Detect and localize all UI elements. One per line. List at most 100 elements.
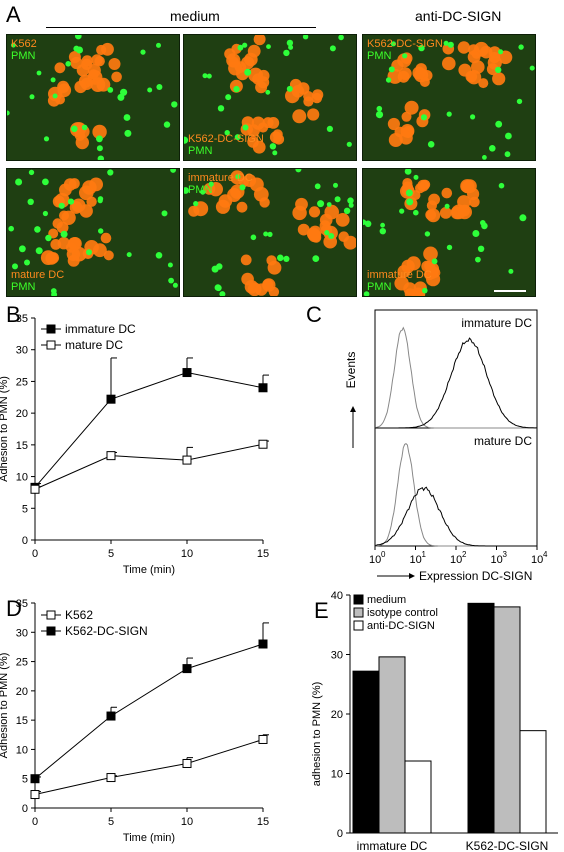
panel-e-letter: E [314,598,329,623]
micrograph-2: K562-DC-SIGN PMN [183,34,357,161]
control-curve-immature [374,326,537,429]
green-cell [170,169,176,173]
orange-cell [466,70,482,85]
green-cell [380,222,385,228]
orange-cell [412,66,426,80]
micrograph-1: K562 PMN [6,34,180,161]
micrograph-label-pmn: PMN [188,145,213,157]
y-tick-label: 20 [16,686,28,698]
green-cell [244,68,252,76]
data-point [258,439,268,449]
green-cell [283,255,290,262]
green-cell [529,65,535,71]
bar [404,760,432,834]
medium-header: medium [170,8,220,24]
green-cell [217,105,225,112]
green-cell [505,132,512,140]
x-tick-label: 0 [32,816,38,828]
orange-cell [68,51,81,63]
scale-bar [494,290,526,292]
x-tick-label: 10 [450,554,462,566]
orange-cell [215,199,231,214]
green-cell [385,77,392,83]
green-cell [420,114,428,121]
green-cell [495,120,503,128]
orange-cell [338,231,350,242]
green-cell [98,228,104,234]
x-tick-exponent: 1 [422,550,427,559]
green-cell [328,233,335,239]
green-cell [24,259,30,266]
green-cell [283,49,290,57]
green-cell [147,87,153,93]
y-axis-arrowhead [350,406,356,412]
y-tick-label: 25 [16,657,28,669]
orange-cell [399,131,413,145]
y-axis-label: Events [344,352,358,389]
orange-cell [267,260,282,275]
green-cell [272,150,278,156]
orange-cell [303,96,314,107]
orange-cell [54,193,70,208]
x-tick-label: 0 [32,548,38,560]
y-tick-label: 20 [331,709,343,721]
legend-swatch [353,607,364,618]
micrograph-4: mature DC PMN [6,168,180,297]
orange-cell [103,250,114,261]
bar [519,730,547,834]
y-tick-label: 40 [331,590,343,602]
orange-cell [426,200,437,211]
green-cell [508,268,514,274]
data-point [182,758,192,768]
green-cell [107,87,114,93]
orange-cell [269,131,282,144]
x-tick-label: 15 [257,816,269,828]
green-cell [265,89,271,95]
orange-cell [244,52,258,67]
orange-cell [247,124,260,137]
x-axis-label: Time (min) [123,564,175,576]
legend-label: immature DC [65,322,136,336]
green-cell [263,231,269,237]
orange-cell [292,109,307,124]
y-tick-label: 5 [22,774,28,786]
series-line [34,738,264,796]
green-cell [346,141,352,147]
x-tick-label: 10 [491,554,503,566]
histogram-label-immature: immature DC [461,316,532,330]
orange-cell [426,208,441,223]
panel-e-bar-chart: 0 10 20 30 40 adhesion to PMN (%) immature DC K… [311,590,558,852]
green-cell [43,136,50,142]
green-cell [326,202,332,207]
y-tick-label: 0 [22,535,28,547]
green-cell [376,105,383,112]
y-tick-label: 10 [16,744,28,756]
micrograph-cells [184,35,352,156]
y-tick-label: 35 [16,598,28,610]
orange-cell [467,50,481,64]
green-cell [15,178,23,186]
green-cell [379,228,386,235]
green-cell [266,44,271,49]
data-point [30,484,40,494]
green-cell [58,202,65,209]
data-point [182,368,192,378]
green-cell [399,208,405,214]
micrograph-label-pmn: PMN [11,281,36,293]
green-cell [413,174,419,180]
green-cell [28,169,35,176]
green-cell [42,178,49,186]
green-cell [334,196,341,203]
orange-cell [89,177,103,192]
green-cell [516,98,523,105]
green-cell [60,230,68,238]
orange-cell [61,210,76,225]
micrograph-cells [375,40,535,160]
x-tick-label: 10 [369,554,381,566]
data-point [106,773,116,783]
green-cell [343,207,351,214]
green-cell [208,181,214,187]
green-cell [167,262,173,268]
y-tick-label: 0 [22,803,28,815]
